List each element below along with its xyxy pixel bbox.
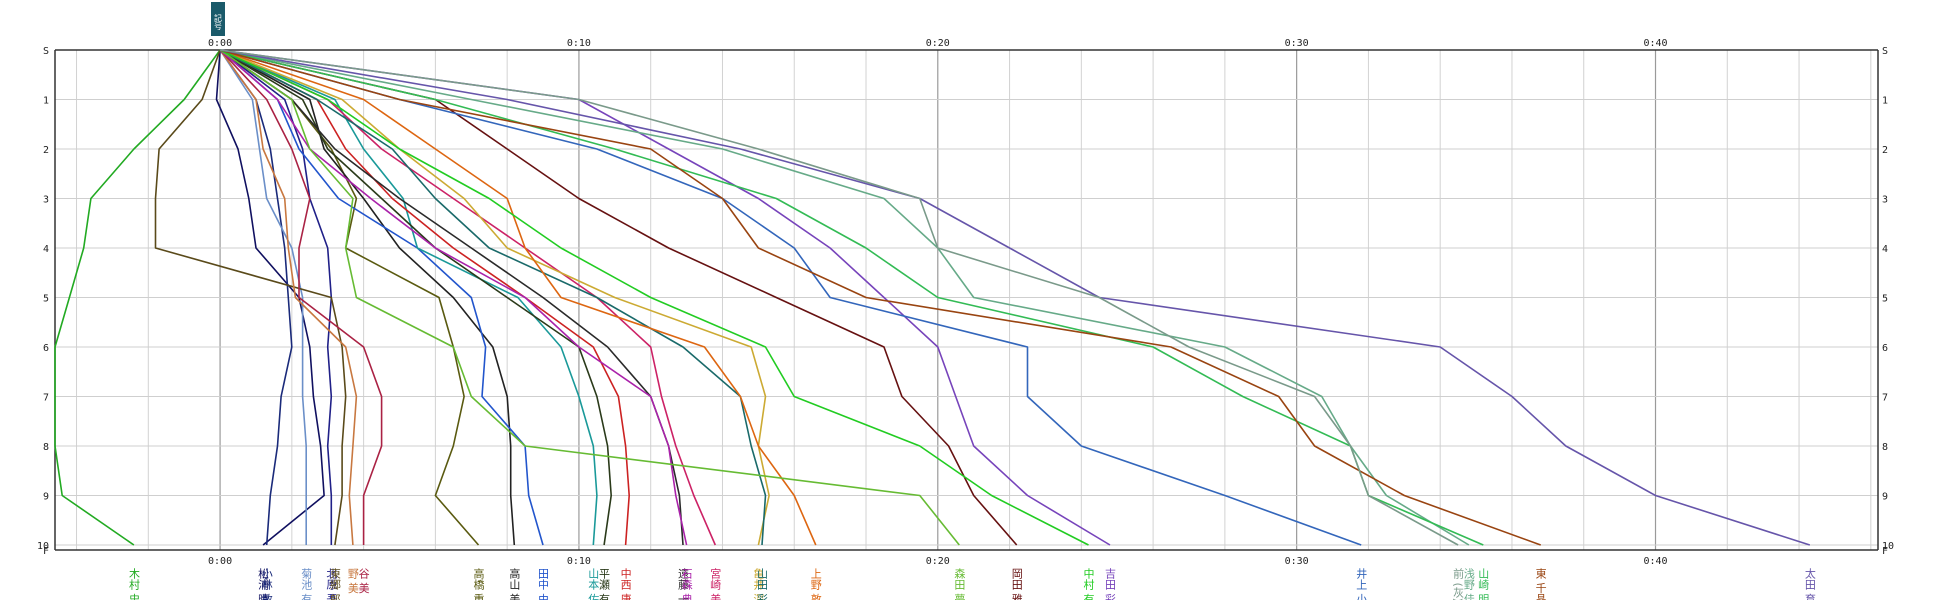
runner-name-label: 山本 佐 [587, 568, 600, 600]
series-line [219, 49, 960, 546]
series-line [219, 49, 684, 546]
series-line [54, 49, 221, 546]
y-tick-label-right: 5 [1882, 294, 1888, 305]
y-tick-label-right: 10 [1882, 541, 1894, 552]
y-tick-label-left: 8 [43, 442, 49, 453]
runner-name-label: 野 美 [346, 568, 359, 594]
runner-name-label: 前 (灰) [1452, 567, 1465, 600]
y-tick-label-left: 4 [43, 244, 49, 255]
series-line [219, 49, 767, 546]
runner-name-label: 吉田 彩 [1104, 568, 1117, 600]
runner-name-label: 山崎 明 [1477, 568, 1490, 600]
y-tick-label-right: 3 [1882, 195, 1888, 206]
series-line [219, 49, 688, 546]
runner-name-label: 浅野 佳 [1462, 568, 1475, 600]
series-line [219, 49, 1470, 546]
series-line [219, 49, 383, 545]
y-tick-label-left: 2 [43, 145, 49, 156]
series-line [219, 49, 770, 546]
legend-layer: 木村 史 松浦 晴小林 敏 菊池 有北原 吾東郷 郎野 美谷 美 高橋 重 高山 美 田中… [127, 567, 1816, 600]
y-tick-label-right: 7 [1882, 393, 1888, 404]
runner-name-label: 菊池 有 [300, 568, 313, 600]
runner-name-label: 松浦 晴 [257, 567, 270, 600]
y-tick-label-left: 10 [37, 541, 49, 552]
series-layer [54, 49, 1811, 546]
x-tick-label-bottom: 0:00 [208, 556, 232, 567]
y-tick-label-left: 3 [43, 195, 49, 206]
series-line [219, 49, 1541, 546]
series-line [219, 49, 293, 546]
x-tick-label-bottom: 0:40 [1643, 556, 1667, 567]
runner-name-label: 太田 育 [1803, 568, 1816, 600]
y-tick-label-right: 4 [1882, 244, 1888, 255]
y-tick-label-right: 8 [1882, 442, 1888, 453]
runner-name-label: 石森 典 [680, 568, 693, 600]
runner-name-label: 中村 有 [1082, 568, 1095, 600]
top-marker: 記号 [211, 2, 225, 36]
series-line [219, 49, 480, 546]
series-line [219, 49, 1089, 546]
series-line [219, 49, 358, 546]
runner-name-label: 谷 美 [357, 568, 370, 594]
y-tick-label-left: 1 [43, 96, 49, 107]
series-line [154, 49, 347, 546]
runner-name-label: 小林 敏 [260, 568, 273, 600]
runner-name-label: 宮崎 美 [709, 567, 722, 600]
y-tick-label-left: 6 [43, 343, 49, 354]
x-tick-label-bottom: 0:10 [567, 556, 591, 567]
y-tick-label-right: 1 [1882, 96, 1888, 107]
y-tick-label-right: F [1882, 546, 1888, 557]
x-tick-label-top: 0:40 [1643, 38, 1667, 49]
y-tick-label-right: 9 [1882, 492, 1888, 503]
series-line [219, 49, 817, 546]
axes-layer: 0:00 0:00 0:10 0:10 0:20 0:20 0:30 0:30 0:40 0:40… [37, 38, 1894, 567]
x-tick-label-top: 0:00 [208, 38, 232, 49]
series-line [219, 49, 1459, 546]
y-tick-label-left: 5 [43, 294, 49, 305]
runner-name-label: 上野 敦 [809, 568, 822, 600]
runner-name-label: 平瀬 有 [598, 568, 611, 600]
y-tick-label-left: S [43, 46, 49, 57]
y-tick-label-right: 2 [1882, 145, 1888, 156]
runner-name-label: 岡田 雅 [1010, 568, 1023, 600]
runner-name-label: 中西 唐 [619, 568, 632, 600]
x-tick-label-top: 0:30 [1285, 38, 1309, 49]
runner-name-label: 井上 小 [1355, 567, 1368, 600]
series-line [219, 49, 308, 545]
top-marker-box [211, 2, 225, 36]
runner-name-label: 木村 史 [127, 568, 140, 600]
runner-name-label: 亀井 深 [752, 567, 765, 600]
y-tick-label-right: S [1882, 46, 1888, 57]
runner-name-label: 北原 吾 [325, 568, 338, 600]
y-tick-label-right: 6 [1882, 343, 1888, 354]
series-line [219, 49, 544, 546]
y-tick-label-left: 9 [43, 492, 49, 503]
x-tick-label-top: 0:10 [567, 38, 591, 49]
x-tick-label-top: 0:20 [926, 38, 950, 49]
series-line [219, 49, 613, 546]
top-marker-label: 記号 [214, 13, 223, 31]
x-tick-label-bottom: 0:30 [1285, 556, 1309, 567]
y-tick-label-left: 7 [43, 393, 49, 404]
series-line [219, 49, 598, 546]
x-tick-label-bottom: 0:20 [926, 556, 950, 567]
runner-name-label: 遠藤 一 [677, 568, 690, 600]
runner-name-label: 高橋 重 [472, 567, 485, 600]
plot-background [55, 50, 1878, 550]
runner-name-label: 東郷 郎 [328, 568, 341, 600]
y-tick-label-left: F [43, 546, 49, 557]
runner-name-label: 山田 彩 [755, 568, 768, 600]
runner-name-label: 森田 夢 [953, 567, 966, 600]
series-line [219, 49, 1362, 546]
series-line [219, 49, 1018, 546]
runner-name-label: 田中 由 [537, 568, 550, 600]
runner-name-label: 東 千晶 [1534, 568, 1547, 600]
runner-name-label: 高山 美 [508, 567, 521, 600]
